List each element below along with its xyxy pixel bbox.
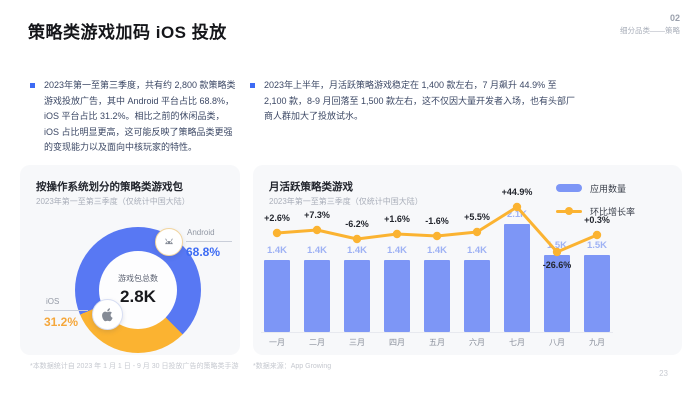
bar-value-label: 2.1K — [506, 209, 528, 220]
growth-label: -1.6% — [425, 216, 449, 226]
donut-card-subtitle: 2023年第一至第三季度（仅统计中国大陆） — [36, 197, 190, 206]
trend-line-svg — [272, 202, 602, 257]
month-label: 九月 — [589, 338, 605, 347]
growth-label: +1.6% — [384, 214, 410, 224]
trend-point — [592, 230, 602, 240]
ios-badge — [92, 299, 123, 330]
growth-label: +5.5% — [464, 212, 490, 222]
bar — [424, 260, 450, 332]
footnote-data-source: *数据来源：App Growing — [253, 363, 332, 370]
android-callout-value: 68.8% — [186, 245, 221, 259]
bullet-marker-icon — [30, 83, 35, 88]
bar-value-label: 1.4K — [266, 245, 288, 256]
corner-meta: 02 细分品类——策略 — [620, 13, 680, 36]
growth-label: -6.2% — [345, 219, 369, 229]
ios-callout-line — [44, 310, 88, 311]
bar-value-label: 1.4K — [306, 245, 328, 256]
page-number: 23 — [659, 369, 668, 378]
bullet-item: 2023年第一至第三季度，共有约 2,800 款策略类游戏投放广告，其中 And… — [30, 78, 238, 156]
bar-card-title: 月活跃策略类游戏 — [269, 181, 353, 193]
growth-label: +2.6% — [264, 213, 290, 223]
bullet-text: 2023年第一至第三季度，共有约 2,800 款策略类游戏投放广告，其中 And… — [44, 80, 236, 152]
bar — [504, 224, 530, 332]
month-label: 七月 — [509, 338, 525, 347]
legend-bar-swatch-icon — [556, 184, 582, 192]
bar — [384, 260, 410, 332]
growth-label: +0.3% — [584, 215, 610, 225]
ios-callout-value: 31.2% — [44, 315, 79, 329]
page-title: 策略类游戏加码 iOS 投放 — [28, 23, 227, 42]
donut-card: 按操作系统划分的策略类游戏包 2023年第一至第三季度（仅统计中国大陆） 游戏包… — [20, 165, 240, 355]
trend-point — [552, 247, 562, 257]
legend-label: 应用数量 — [590, 183, 627, 194]
bar-chart: 1.4K 一月 +2.6% 1.4K 二月 +7.3% 1.4K 三月 -6.2% 1.4K 四月 +… — [253, 165, 682, 355]
bullet-text: 2023年上半年，月活跃策略游戏稳定在 1,400 款左右，7 月飙升 44.9… — [264, 80, 576, 121]
legend: 应用数量 环比增长率 — [556, 181, 635, 227]
month-label: 八月 — [549, 338, 565, 347]
bar-value-label: 1.4K — [426, 245, 448, 256]
bar — [264, 260, 290, 332]
trend-point — [272, 228, 282, 238]
month-label: 四月 — [389, 338, 405, 347]
apple-icon — [102, 308, 113, 322]
trend-point — [392, 229, 402, 239]
donut-center-label: 游戏包总数 — [118, 274, 158, 283]
month-label: 六月 — [469, 338, 485, 347]
bar — [544, 255, 570, 332]
android-callout-label: Android — [187, 228, 215, 237]
bar-card-subtitle: 2023年第一至第三季度（仅统计中国大陆） — [269, 197, 423, 206]
month-label: 三月 — [349, 338, 365, 347]
month-label: 二月 — [309, 338, 325, 347]
donut-center-value: 2.8K — [120, 287, 156, 306]
footnote: *本数据统计自 2023 年 1 月 1 日 - 9 月 30 日投放广告的策略… — [30, 363, 239, 370]
legend-label: 环比增长率 — [590, 206, 636, 217]
corner-number: 02 — [669, 13, 680, 23]
legend-line-swatch-icon — [556, 207, 582, 215]
legend-item-growth: 环比增长率 — [556, 204, 635, 218]
bar — [304, 260, 330, 332]
bar-card: 月活跃策略类游戏 2023年第一至第三季度（仅统计中国大陆） 应用数量 环比增长… — [253, 165, 682, 355]
growth-label: +7.3% — [304, 210, 330, 220]
trend-point — [432, 231, 442, 241]
donut-card-title: 按操作系统划分的策略类游戏包 — [36, 181, 183, 193]
bar-value-label: 1.4K — [386, 245, 408, 256]
month-label: 一月 — [269, 338, 285, 347]
bar-value-label: 1.4K — [346, 245, 368, 256]
legend-item-apps: 应用数量 — [556, 181, 635, 195]
growth-label: -26.6% — [542, 260, 572, 270]
trend-point — [312, 225, 322, 235]
android-callout-line — [186, 241, 232, 242]
trend-point — [512, 202, 522, 212]
growth-label: +44.9% — [501, 187, 533, 197]
bar-value-label: 1.4K — [466, 245, 488, 256]
bar — [464, 260, 490, 332]
month-label: 五月 — [429, 338, 445, 347]
bullet-item: 2023年上半年，月活跃策略游戏稳定在 1,400 款左右，7 月飙升 44.9… — [250, 78, 580, 125]
bullet-marker-icon — [250, 83, 255, 88]
bar-value-label: 1.5K — [586, 240, 608, 251]
android-icon — [165, 238, 173, 245]
bar-value-label: 1.5K — [546, 240, 568, 251]
android-badge — [155, 228, 183, 256]
trend-point — [472, 227, 482, 237]
ios-callout-label: iOS — [46, 297, 60, 306]
bar — [344, 260, 370, 332]
trend-point — [352, 234, 362, 244]
corner-label: 细分品类——策略 — [620, 26, 680, 35]
bar — [584, 255, 610, 332]
x-axis-line — [261, 332, 613, 333]
